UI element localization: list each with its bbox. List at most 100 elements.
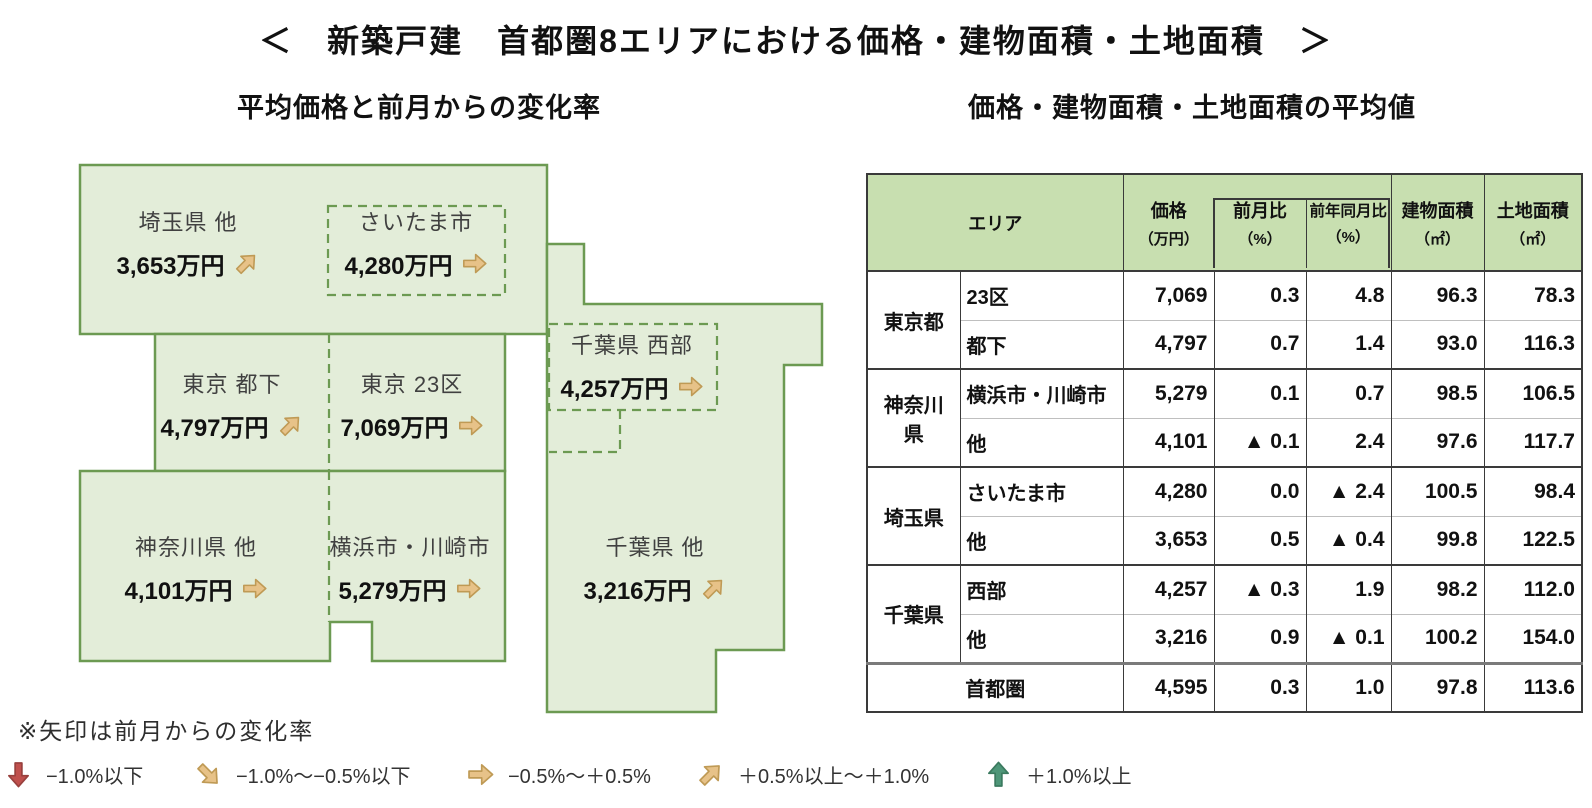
table-row: 千葉県 西部 4,257 ▲ 0.3 1.9 98.2 112.0 xyxy=(866,564,1582,663)
region-name: 神奈川県 他 xyxy=(134,535,258,560)
land-area-cell: 113.6 xyxy=(1483,661,1582,712)
table-row: 他 3,216 0.9 ▲ 0.1 100.2 154.0 xyxy=(867,613,1582,663)
trend-right-arrow-icon xyxy=(677,373,704,400)
legend-label: ＋0.5%以上～＋1.0% xyxy=(738,766,930,788)
map-subtitle: 平均価格と前月からの変化率 xyxy=(237,93,601,123)
pref-cell: 埼玉県 xyxy=(866,466,960,565)
pref-cell: 神奈川県 xyxy=(866,368,960,467)
region-price: 3,216万円 xyxy=(583,578,692,605)
region-tokyo-23ku: 東京 23区 7,069万円 xyxy=(262,367,562,443)
region-yokohama-kawasaki: 横浜市・川崎市 5,279万円 xyxy=(260,530,560,606)
area-cell: 他 xyxy=(959,417,1123,467)
region-price: 5,279万円 xyxy=(338,578,447,605)
region-name: 埼玉県 他 xyxy=(138,210,238,235)
region-saitama-other: 埼玉県 他 3,653万円 xyxy=(38,205,338,281)
table-row: 他 3,653 0.5 ▲ 0.4 99.8 122.5 xyxy=(867,515,1582,565)
mom-cell: 0.0 xyxy=(1213,466,1306,516)
region-saitama-city: さいたま市 4,280万円 xyxy=(266,205,566,281)
price-cell: 4,797 xyxy=(1122,319,1214,369)
price-cell: 4,280 xyxy=(1122,466,1214,516)
right-arrow-icon xyxy=(466,760,495,789)
building-area-cell: 97.6 xyxy=(1390,417,1484,467)
up-right-arrow-icon xyxy=(696,760,725,789)
building-area-cell: 98.2 xyxy=(1390,564,1484,614)
building-area-cell: 96.3 xyxy=(1390,270,1484,320)
region-name: 東京 23区 xyxy=(360,372,464,397)
header-price: 価格 （万円） xyxy=(1122,174,1214,272)
yoy-cell: 1.4 xyxy=(1305,319,1391,369)
price-cell: 3,216 xyxy=(1122,613,1214,663)
table-subtitle: 価格・建物面積・土地面積の平均値 xyxy=(968,93,1416,123)
trend-right-arrow-icon xyxy=(455,575,482,602)
building-area-cell: 99.8 xyxy=(1390,515,1484,565)
area-cell: 他 xyxy=(959,613,1123,663)
land-area-cell: 117.7 xyxy=(1483,417,1582,467)
region-chiba-other: 千葉県 他 3,216万円 xyxy=(505,530,805,606)
region-price: 4,797万円 xyxy=(160,415,269,442)
yoy-cell: 1.0 xyxy=(1305,661,1391,712)
legend-item-down-right: −1.0%～−0.5%以下 xyxy=(194,760,411,789)
region-name: さいたま市 xyxy=(358,210,474,235)
area-cell: 都下 xyxy=(959,319,1123,369)
region-price: 3,653万円 xyxy=(116,253,225,280)
yoy-cell: 4.8 xyxy=(1305,270,1391,320)
region-name: 千葉県 他 xyxy=(605,535,705,560)
table-row: 都下 4,797 0.7 1.4 93.0 116.3 xyxy=(867,319,1582,369)
table-row: 東京都 23区 7,069 0.3 4.8 96.3 78.3 xyxy=(866,270,1582,369)
land-area-cell: 78.3 xyxy=(1483,270,1582,320)
yoy-cell: 1.9 xyxy=(1305,564,1391,614)
mom-cell: 0.9 xyxy=(1213,613,1306,663)
region-name: 千葉県 西部 xyxy=(570,333,694,358)
pref-cell: 東京都 xyxy=(866,270,960,369)
stats-table-wrap: エリア 価格 （万円） 前月比 （%） 前年同月比 （%） 建物面積 xyxy=(866,173,1583,713)
legend-item-down: −1.0%以下 xyxy=(4,760,143,789)
table-total-row: 首都圏 4,595 0.3 1.0 97.8 113.6 xyxy=(866,661,1582,712)
trend-up-right-arrow-icon xyxy=(233,250,260,277)
mom-cell: 0.1 xyxy=(1213,368,1306,418)
mom-cell: 0.3 xyxy=(1213,661,1306,712)
table-row: 神奈川県 横浜市・川崎市 5,279 0.1 0.7 98.5 106.5 xyxy=(866,368,1582,467)
region-chiba-shape xyxy=(545,242,824,714)
arrow-note: ※矢印は前月からの変化率 xyxy=(18,718,315,744)
region-tokyo-tonai: 東京 都下 4,797万円 xyxy=(82,367,382,443)
header-area: エリア xyxy=(867,174,1123,272)
trend-up-right-arrow-icon xyxy=(277,412,304,439)
yoy-cell: 0.7 xyxy=(1305,368,1391,418)
page-title: ＜ 新築戸建 首都圏8エリアにおける価格・建物面積・土地面積 ＞ xyxy=(259,23,1333,59)
header-building-area: 建物面積 （㎡） xyxy=(1390,174,1484,272)
region-price: 4,257万円 xyxy=(560,376,669,403)
region-price: 4,101万円 xyxy=(124,578,233,605)
price-cell: 3,653 xyxy=(1122,515,1214,565)
table-row: 他 4,101 ▲ 0.1 2.4 97.6 117.7 xyxy=(867,417,1582,467)
region-price: 4,280万円 xyxy=(344,253,453,280)
header-yoy: 前年同月比 （%） xyxy=(1306,174,1391,272)
legend-label: −1.0%～−0.5%以下 xyxy=(236,766,411,788)
region-kanagawa-other: 神奈川県 他 4,101万円 xyxy=(46,530,346,606)
table-body: 東京都 23区 7,069 0.3 4.8 96.3 78.3 都下 4,797 0.7 1.4 93… xyxy=(866,270,1582,712)
mom-cell: 0.7 xyxy=(1213,319,1306,369)
building-area-cell: 97.8 xyxy=(1390,661,1484,712)
land-area-cell: 98.4 xyxy=(1483,466,1582,516)
price-cell: 4,101 xyxy=(1122,417,1214,467)
table-header-row: エリア 価格 （万円） 前月比 （%） 前年同月比 （%） 建物面積 xyxy=(867,174,1582,272)
down-arrow-icon xyxy=(4,760,33,789)
area-cell: 23区 xyxy=(959,270,1123,320)
stats-table: エリア 価格 （万円） 前月比 （%） 前年同月比 （%） 建物面積 xyxy=(866,173,1583,713)
yoy-cell: ▲ 2.4 xyxy=(1305,466,1391,516)
region-price: 7,069万円 xyxy=(340,415,449,442)
legend-item-up: ＋1.0%以上 xyxy=(984,760,1132,789)
trend-right-arrow-icon xyxy=(241,575,268,602)
price-cell: 4,595 xyxy=(1122,661,1214,712)
legend-item-up-right: ＋0.5%以上～＋1.0% xyxy=(696,760,929,789)
area-cell: 西部 xyxy=(959,564,1123,614)
land-area-cell: 116.3 xyxy=(1483,319,1582,369)
mom-cell: ▲ 0.1 xyxy=(1213,417,1306,467)
building-area-cell: 98.5 xyxy=(1390,368,1484,418)
area-cell: 横浜市・川崎市 xyxy=(959,368,1123,418)
price-cell: 4,257 xyxy=(1122,564,1214,614)
header-mom: 前月比 （%） xyxy=(1214,174,1306,272)
building-area-cell: 100.5 xyxy=(1390,466,1484,516)
building-area-cell: 93.0 xyxy=(1390,319,1484,369)
mom-cell: ▲ 0.3 xyxy=(1213,564,1306,614)
